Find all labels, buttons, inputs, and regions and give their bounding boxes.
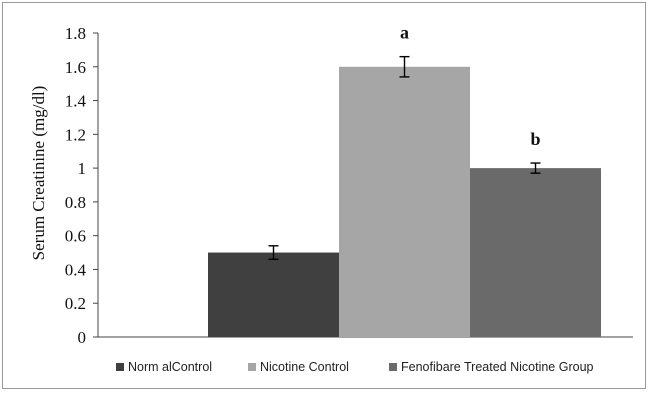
legend-entry-2: Nicotine Control [260, 360, 349, 374]
y-tick-label: 0 [78, 328, 87, 347]
legend-swatch-3 [389, 363, 397, 371]
legend-entry-1: Norm alControl [128, 360, 212, 374]
bar-2 [339, 66, 470, 338]
legend-entry-3: Fenofibare Treated Nicotine Group [401, 360, 594, 374]
y-tick-label: 1.8 [65, 24, 86, 43]
y-tick-label: 0.8 [65, 193, 86, 212]
y-tick-label: 0.4 [65, 260, 87, 279]
y-tick-label: 1.2 [65, 125, 86, 144]
legend: Norm alControl Nicotine Control Fenofibare… [116, 360, 594, 374]
significance-label-2: a [400, 23, 409, 43]
y-tick-label: 0.2 [65, 294, 86, 313]
y-tick-label: 1 [78, 159, 87, 178]
legend-swatch-2 [248, 363, 256, 371]
bar-3 [470, 168, 601, 337]
y-tick-label: 1.6 [65, 58, 86, 77]
bar-chart: 00.20.40.60.811.21.41.61.8 ab Norm alCon… [29, 23, 633, 374]
legend-swatch-1 [116, 363, 124, 371]
y-tick-label: 1.4 [65, 92, 87, 111]
y-axis-label: Serum Creatinine (mg/dl) [29, 86, 48, 261]
bar-1 [208, 252, 339, 337]
axis-layer: 0 0.2 0.4 0.6 0.8 1 1.2 1.4 1.6 1.8 [65, 24, 633, 347]
significance-label-3: b [530, 129, 540, 149]
bars-layer: ab [208, 23, 601, 338]
y-tick-label: 0.6 [65, 227, 86, 246]
